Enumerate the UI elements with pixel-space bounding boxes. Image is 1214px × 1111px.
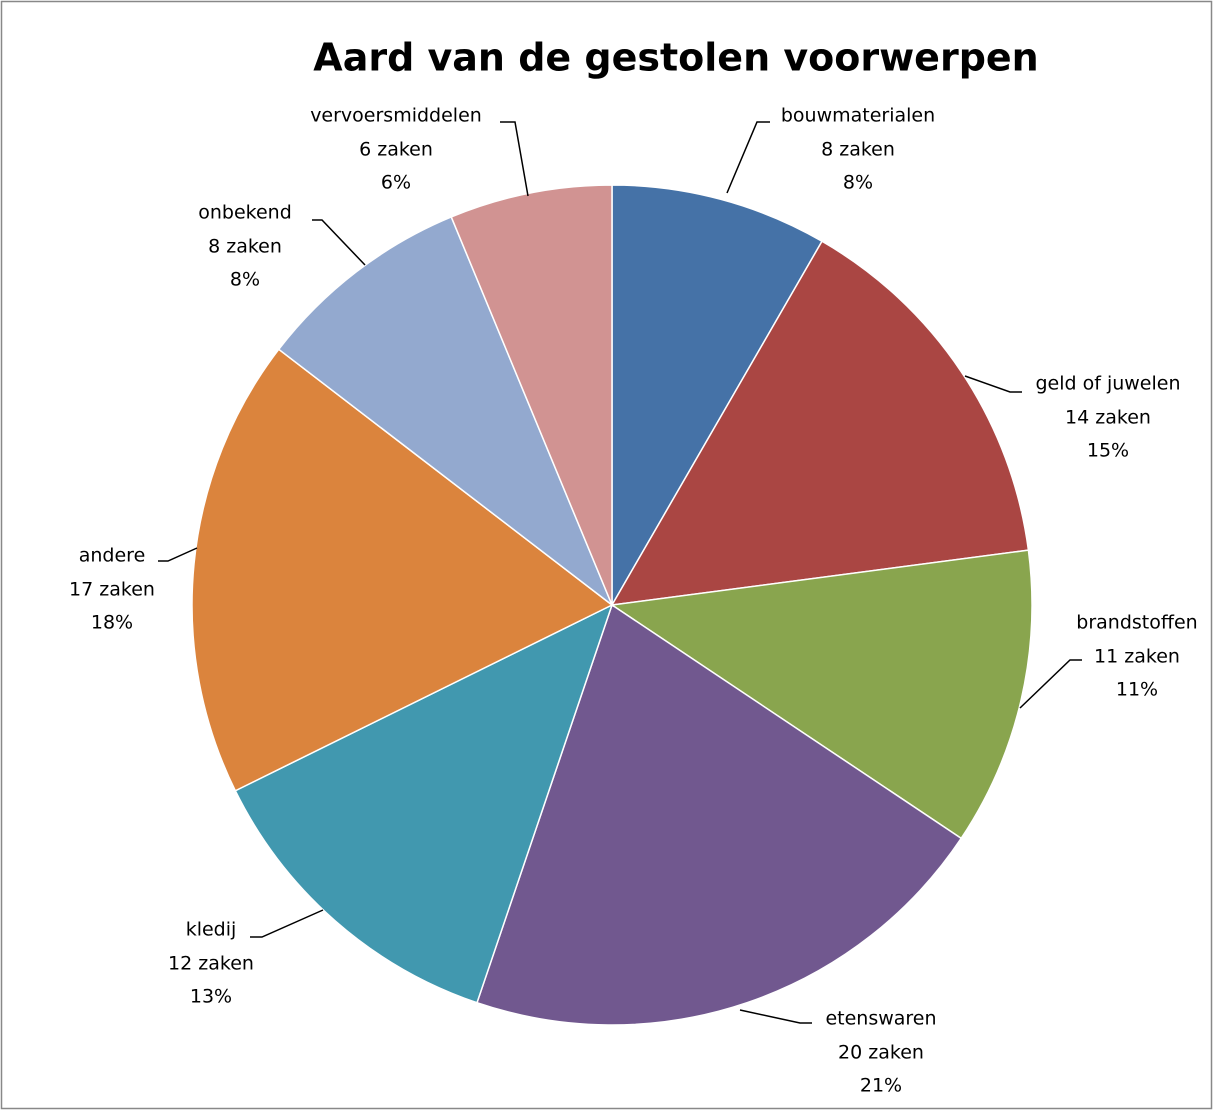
pie-slice (609, 549, 1033, 840)
slice-value-label: 6 zaken (359, 139, 433, 161)
pie-slice (234, 603, 614, 1004)
slice-value-label: 11 zaken (1094, 646, 1180, 668)
slice-value-label: 20 zaken (838, 1042, 924, 1064)
slice-label: kledij (186, 919, 237, 941)
leader-line (158, 547, 198, 562)
slice-label: bouwmaterialen (781, 105, 935, 127)
slice-label: onbekend (198, 202, 292, 224)
slice-percent-label: 21% (860, 1075, 902, 1097)
pie-slice (611, 184, 824, 608)
pie-slice (610, 240, 1030, 606)
pie-slice (277, 215, 614, 608)
chart-title: Aard van de gestolen voorwerpen (313, 36, 1038, 80)
leader-line (500, 121, 529, 197)
slice-label: geld of juwelen (1035, 373, 1180, 395)
slice-value-label: 8 zaken (208, 236, 282, 258)
slice-value-label: 8 zaken (821, 139, 895, 161)
leader-line (250, 909, 324, 938)
slice-percent-label: 18% (91, 612, 133, 634)
slice-value-label: 14 zaken (1065, 407, 1151, 429)
pie-slice (450, 184, 613, 606)
slice-percent-label: 13% (190, 986, 232, 1008)
leader-line (1019, 659, 1082, 709)
slice-label: andere (79, 545, 146, 567)
slice-label: etenswaren (825, 1008, 936, 1030)
slice-percent-label: 8% (230, 269, 260, 291)
slice-percent-label: 6% (381, 172, 411, 194)
pie-slice (191, 348, 614, 792)
leader-line (312, 219, 366, 266)
leader-line (739, 1009, 812, 1024)
leader-line (726, 121, 770, 194)
slice-percent-label: 15% (1087, 440, 1129, 462)
slice-percent-label: 11% (1116, 679, 1158, 701)
slice-label: brandstoffen (1076, 612, 1197, 634)
slice-value-label: 17 zaken (69, 579, 155, 601)
slice-label: vervoersmiddelen (310, 105, 482, 127)
slice-percent-label: 8% (843, 172, 873, 194)
leader-line (964, 375, 1022, 393)
slice-value-label: 12 zaken (168, 953, 254, 975)
pie-slice (476, 603, 963, 1026)
